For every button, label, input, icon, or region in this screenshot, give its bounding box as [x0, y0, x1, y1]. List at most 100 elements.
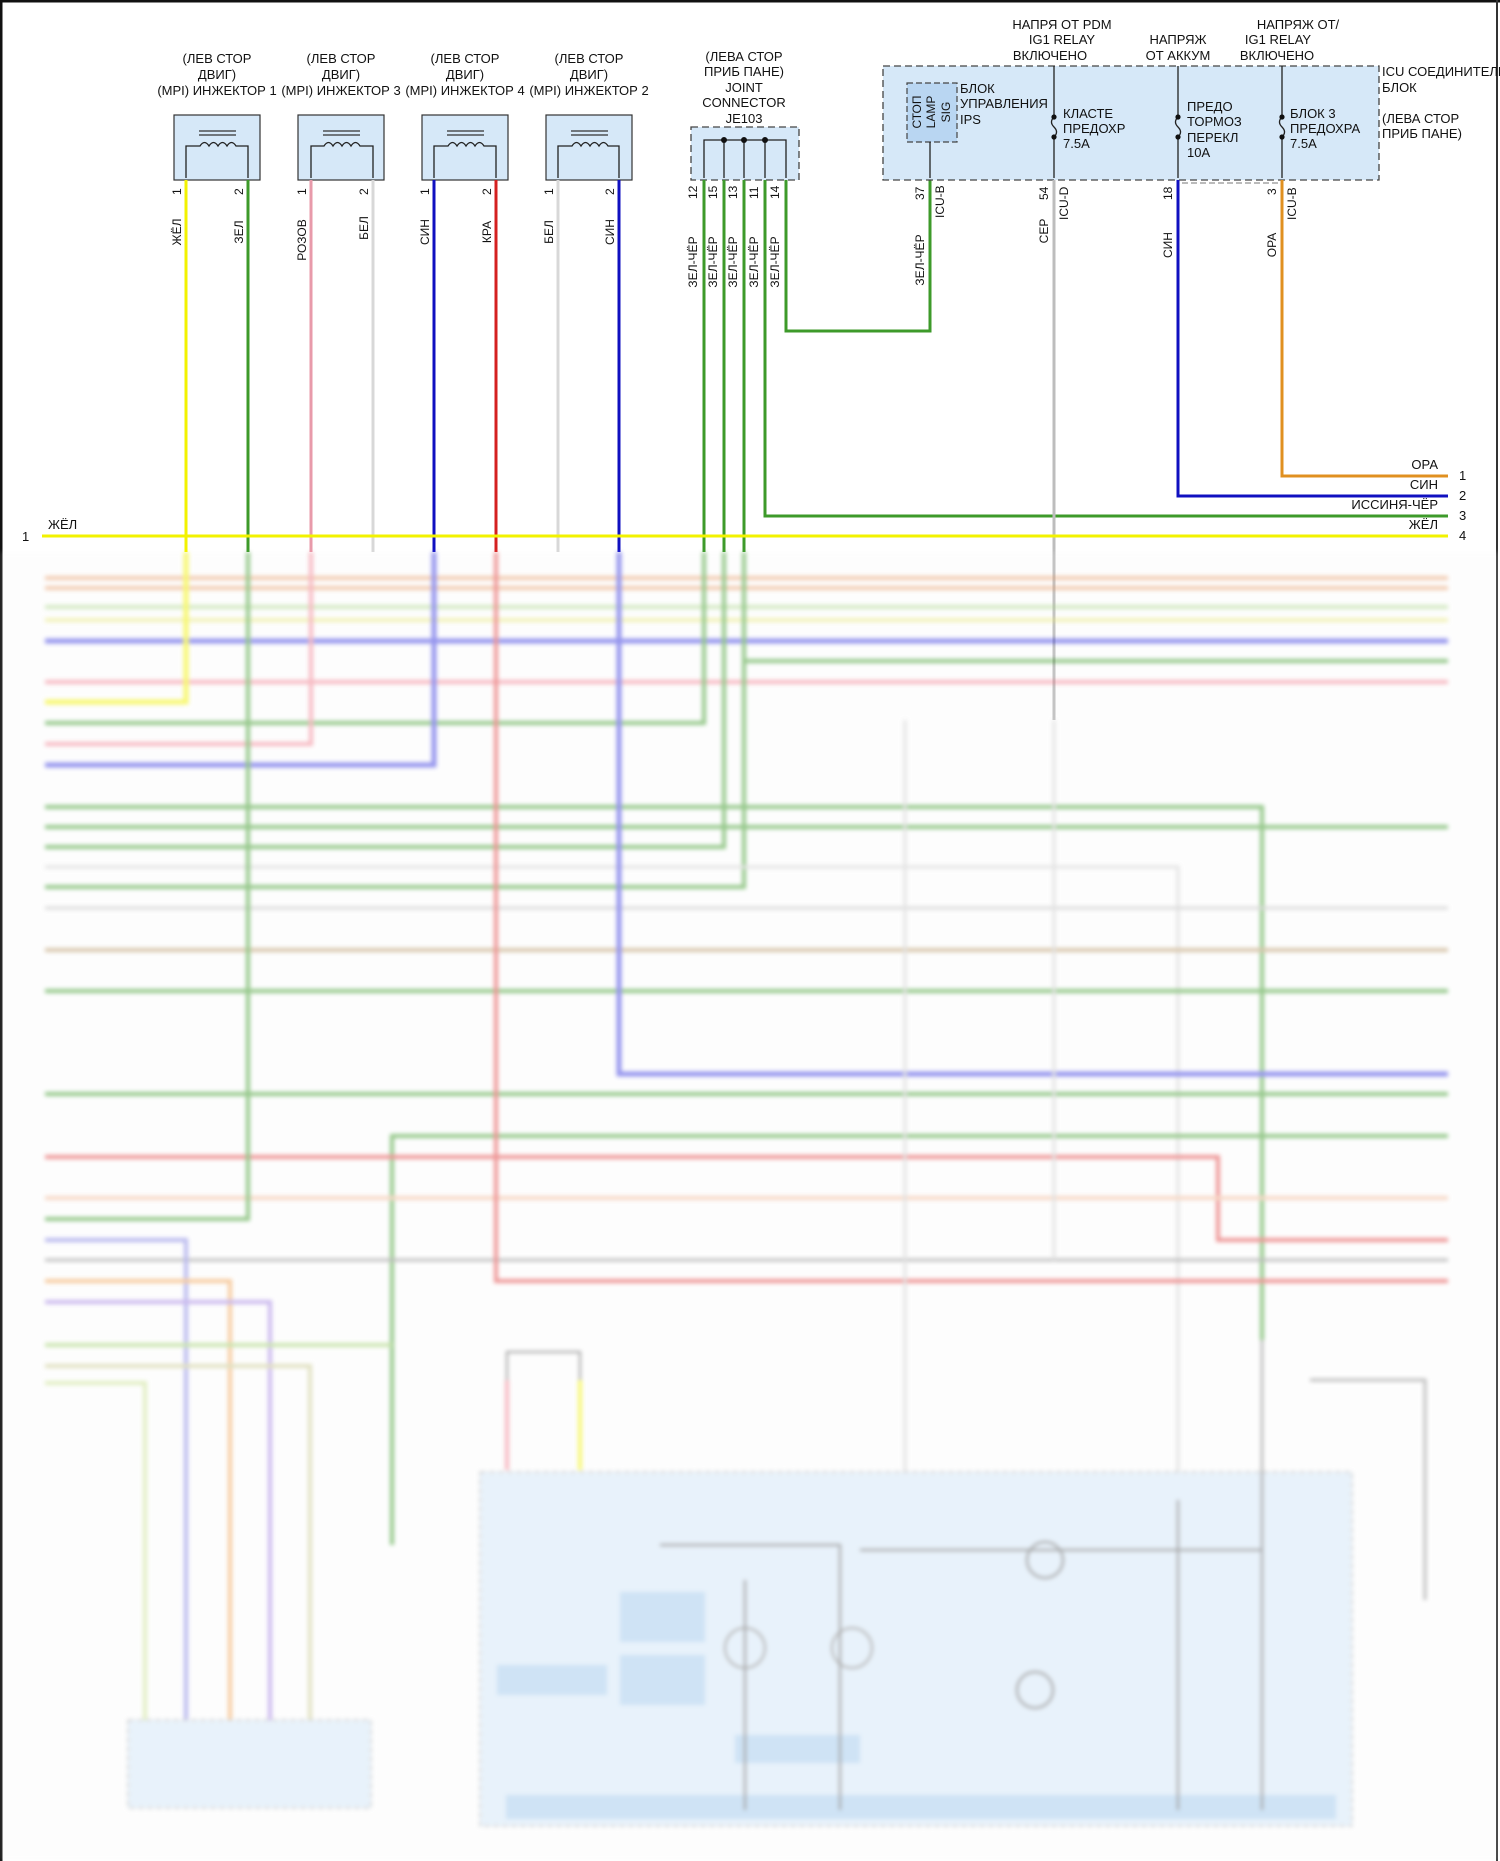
ips-label: БЛОК — [960, 81, 995, 96]
pin-number: 3 — [1265, 188, 1279, 195]
wire-label: ЖЁЛ — [170, 219, 184, 246]
harness-wire-label: ОРА — [1411, 457, 1438, 472]
icu-location: ПРИБ ПАНЕ) — [1382, 126, 1462, 141]
joint-title: CONNECTOR — [702, 95, 786, 110]
supply-label: IG1 RELAY — [1245, 32, 1312, 47]
connector-id: ICU-B — [1285, 187, 1299, 220]
wire-label: ЗЕЛ — [232, 220, 246, 243]
joint-title: JE103 — [726, 111, 763, 126]
stop-lamp-label: СТОП — [910, 95, 924, 128]
wire-label: ЗЕЛ-ЧЁР — [686, 236, 700, 287]
wire-green-black-pin37 — [784, 180, 932, 333]
wire-label: СИН — [1161, 232, 1175, 258]
pin-number: 18 — [1161, 186, 1175, 200]
pin-number: 2 — [357, 188, 371, 195]
fuse-icon — [1050, 66, 1058, 178]
supply-label: НАПРЯ ОТ PDM — [1012, 17, 1111, 32]
ips-label: IPS — [960, 112, 981, 127]
supply-label: ОТ АККУМ — [1146, 48, 1211, 63]
icu-title: БЛОК — [1382, 80, 1417, 95]
harness-wire-label: ИССИНЯ-ЧЁР — [1351, 497, 1438, 512]
wire-label: ЗЕЛ-ЧЁР — [768, 236, 782, 287]
coil-icon — [433, 130, 497, 178]
pin-number: 15 — [706, 185, 720, 199]
harness-labels: 1 ЖЁЛ ОРА СИН ИССИНЯ-ЧЁР ЖЁЛ 1 2 3 4 — [22, 457, 1466, 544]
fuse-icon — [1278, 66, 1286, 178]
harness-number: 2 — [1459, 488, 1466, 503]
pin-number: 2 — [480, 188, 494, 195]
wire-label: СИН — [418, 219, 432, 245]
injector-title: (ЛЕВ СТОР — [555, 51, 624, 66]
wire-label: ЗЕЛ-ЧЁР — [706, 236, 720, 287]
pin-number: 14 — [768, 185, 782, 199]
pin-number: 54 — [1037, 186, 1051, 200]
harness-number: 3 — [1459, 508, 1466, 523]
coil-icon — [557, 130, 620, 178]
wire-label: ОРА — [1265, 233, 1279, 258]
injector-title: ДВИГ) — [322, 67, 360, 82]
icu-box — [882, 65, 1380, 181]
supply-label: НАПРЯЖ — [1149, 32, 1206, 47]
wire-label: БЕЛ — [542, 220, 556, 244]
joint-box — [690, 126, 800, 181]
injector-box — [545, 114, 633, 181]
injector-1: (ЛЕВ СТОР ДВИГ) (MPI) ИНЖЕКТОР 1 1 2 ЖЁЛ… — [157, 51, 276, 245]
icu-junction-block: НАПРЯ ОТ PDM IG1 RELAY ВКЛЮЧЕНО НАПРЯЖ О… — [882, 17, 1500, 286]
supply-label: ВКЛЮЧЕНО — [1013, 48, 1087, 63]
wire-label: СИН — [603, 219, 617, 245]
joint-title: JOINT — [725, 80, 763, 95]
harness-number: 4 — [1459, 528, 1466, 543]
icu-location: (ЛЕВА СТОР — [1382, 111, 1459, 126]
pin-number: 2 — [232, 188, 246, 195]
harness-wire-label: СИН — [1410, 477, 1438, 492]
fuse-label: ТОРМОЗ — [1187, 114, 1242, 129]
wire-label: ЗЕЛ-ЧЁР — [726, 236, 740, 287]
fuse-label: ПЕРЕКЛ — [1187, 130, 1238, 145]
injector-title: (ЛЕВ СТОР — [183, 51, 252, 66]
pin-number: 12 — [686, 185, 700, 199]
supply-label: IG1 RELAY — [1029, 32, 1096, 47]
wire-label: КРА — [480, 221, 494, 243]
injector-title: ДВИГ) — [198, 67, 236, 82]
pin-number: 1 — [170, 188, 184, 195]
pin-number: 37 — [913, 186, 927, 200]
wire-label: СЕР — [1037, 219, 1051, 244]
supply-label: НАПРЯЖ ОТ/ — [1257, 17, 1340, 32]
joint-connector-je103: (ЛЕВА СТОР ПРИБ ПАНЕ) JOINT CONNECTOR JE… — [686, 49, 800, 288]
pin-number: 13 — [726, 185, 740, 199]
connector-id: ICU-D — [1057, 186, 1071, 220]
pin-number: 1 — [418, 188, 432, 195]
fuse-label: ПРЕДОХРА — [1290, 121, 1360, 136]
supply-label: ВКЛЮЧЕНО — [1240, 48, 1314, 63]
injector-2: (ЛЕВ СТОР ДВИГ) (MPI) ИНЖЕКТОР 2 1 2 БЕЛ… — [529, 51, 648, 245]
joint-title: (ЛЕВА СТОР — [705, 49, 782, 64]
fuse-label: 7.5А — [1290, 136, 1317, 151]
harness-number: 1 — [1459, 468, 1466, 483]
injector-box — [421, 114, 509, 181]
pin-number: 2 — [603, 188, 617, 195]
wire-label: ЗЕЛ-ЧЁР — [913, 234, 927, 285]
coil-icon — [310, 130, 374, 178]
pin-number: 1 — [542, 188, 556, 195]
injector-title: (ЛЕВ СТОР — [431, 51, 500, 66]
stop-lamp-box — [906, 82, 958, 143]
joint-title: ПРИБ ПАНЕ) — [704, 64, 784, 79]
wire-green-black-harness-3 — [763, 180, 1448, 518]
injector-title: (MPI) ИНЖЕКТОР 2 — [529, 83, 648, 98]
injector-title: (MPI) ИНЖЕКТОР 3 — [281, 83, 400, 98]
wire-label: РОЗОВ — [295, 219, 309, 261]
harness-left-wire: ЖЁЛ — [48, 517, 77, 532]
icu-title: ICU СОЕДИНИТЕЛЬ — [1382, 64, 1500, 79]
wire-label: ЗЕЛ-ЧЁР — [747, 236, 761, 287]
injector-3: (ЛЕВ СТОР ДВИГ) (MPI) ИНЖЕКТОР 3 1 2 РОЗ… — [281, 51, 400, 261]
injector-title: ДВИГ) — [446, 67, 484, 82]
injector-title: ДВИГ) — [570, 67, 608, 82]
pin-number: 1 — [295, 188, 309, 195]
stop-lamp-label: SIG — [939, 102, 953, 123]
pin-number: 11 — [747, 186, 761, 199]
fuse-label: ПРЕДО — [1187, 99, 1233, 114]
fuse-label: ПРЕДОХР — [1063, 121, 1125, 136]
wire-blue-harness-2 — [1176, 180, 1448, 498]
wire-orange-harness-1 — [1280, 180, 1448, 478]
